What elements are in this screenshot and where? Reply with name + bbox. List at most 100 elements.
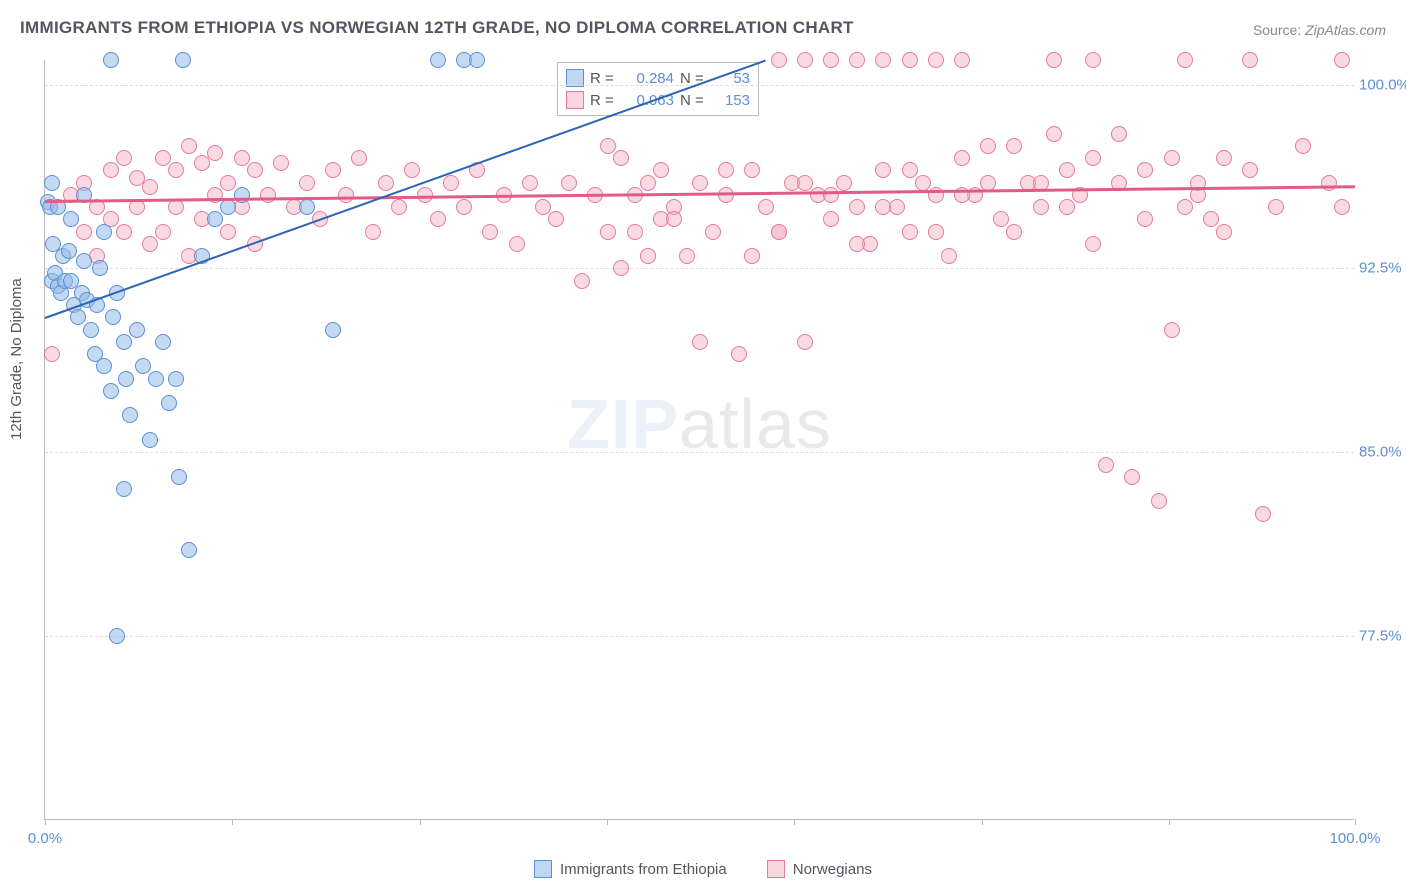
data-point-pink bbox=[168, 162, 184, 178]
data-point-pink bbox=[1033, 199, 1049, 215]
data-point-blue bbox=[122, 407, 138, 423]
data-point-pink bbox=[954, 150, 970, 166]
data-point-pink bbox=[522, 175, 538, 191]
data-point-pink bbox=[1006, 224, 1022, 240]
data-point-pink bbox=[1216, 224, 1232, 240]
legend-item-pink: Norwegians bbox=[767, 860, 872, 878]
data-point-pink bbox=[548, 211, 564, 227]
data-point-pink bbox=[1006, 138, 1022, 154]
y-tick-label: 92.5% bbox=[1359, 260, 1406, 277]
data-point-blue bbox=[155, 334, 171, 350]
data-point-pink bbox=[1111, 126, 1127, 142]
data-point-pink bbox=[849, 199, 865, 215]
data-point-pink bbox=[1268, 199, 1284, 215]
data-point-pink bbox=[561, 175, 577, 191]
data-point-pink bbox=[378, 175, 394, 191]
source-value: ZipAtlas.com bbox=[1305, 22, 1386, 38]
data-point-pink bbox=[1242, 162, 1258, 178]
data-point-pink bbox=[103, 162, 119, 178]
data-point-pink bbox=[1295, 138, 1311, 154]
data-point-blue bbox=[61, 243, 77, 259]
data-point-blue bbox=[63, 211, 79, 227]
data-point-pink bbox=[1098, 457, 1114, 473]
data-point-pink bbox=[692, 334, 708, 350]
data-point-pink bbox=[823, 187, 839, 203]
data-point-pink bbox=[207, 145, 223, 161]
data-point-pink bbox=[1124, 469, 1140, 485]
data-point-pink bbox=[640, 175, 656, 191]
data-point-blue bbox=[76, 253, 92, 269]
data-point-pink bbox=[823, 52, 839, 68]
data-point-pink bbox=[1255, 506, 1271, 522]
data-point-pink bbox=[640, 248, 656, 264]
data-point-pink bbox=[482, 224, 498, 240]
data-point-pink bbox=[954, 52, 970, 68]
data-point-pink bbox=[875, 199, 891, 215]
data-point-pink bbox=[1137, 211, 1153, 227]
data-point-pink bbox=[600, 138, 616, 154]
data-point-blue bbox=[103, 52, 119, 68]
x-tick bbox=[232, 819, 233, 825]
data-point-pink bbox=[849, 52, 865, 68]
data-point-blue bbox=[148, 371, 164, 387]
data-point-pink bbox=[142, 236, 158, 252]
data-point-pink bbox=[902, 162, 918, 178]
data-point-pink bbox=[915, 175, 931, 191]
chart-container: IMMIGRANTS FROM ETHIOPIA VS NORWEGIAN 12… bbox=[0, 0, 1406, 892]
x-tick bbox=[794, 819, 795, 825]
data-point-pink bbox=[653, 162, 669, 178]
data-point-pink bbox=[1203, 211, 1219, 227]
x-tick bbox=[607, 819, 608, 825]
data-point-pink bbox=[823, 211, 839, 227]
y-tick-label: 85.0% bbox=[1359, 444, 1406, 461]
data-point-pink bbox=[1085, 236, 1101, 252]
data-point-pink bbox=[456, 199, 472, 215]
data-point-pink bbox=[1085, 52, 1101, 68]
gridline bbox=[45, 452, 1354, 453]
data-point-pink bbox=[260, 187, 276, 203]
data-point-blue bbox=[92, 260, 108, 276]
data-point-pink bbox=[627, 224, 643, 240]
data-point-blue bbox=[220, 199, 236, 215]
data-point-pink bbox=[731, 346, 747, 362]
bottom-legend: Immigrants from Ethiopia Norwegians bbox=[0, 860, 1406, 878]
data-point-pink bbox=[1242, 52, 1258, 68]
data-point-blue bbox=[299, 199, 315, 215]
data-point-blue bbox=[116, 334, 132, 350]
data-point-pink bbox=[299, 175, 315, 191]
data-point-pink bbox=[600, 224, 616, 240]
data-point-pink bbox=[430, 211, 446, 227]
data-point-blue bbox=[175, 52, 191, 68]
data-point-pink bbox=[1085, 150, 1101, 166]
data-point-blue bbox=[207, 211, 223, 227]
source-label: Source: bbox=[1253, 22, 1301, 38]
data-point-pink bbox=[1216, 150, 1232, 166]
x-tick bbox=[1169, 819, 1170, 825]
data-point-blue bbox=[325, 322, 341, 338]
data-point-pink bbox=[613, 150, 629, 166]
gridline bbox=[45, 268, 1354, 269]
data-point-blue bbox=[129, 322, 145, 338]
data-point-blue bbox=[70, 309, 86, 325]
data-point-pink bbox=[1164, 150, 1180, 166]
x-tick bbox=[420, 819, 421, 825]
data-point-blue bbox=[96, 224, 112, 240]
data-point-pink bbox=[875, 52, 891, 68]
data-point-pink bbox=[836, 175, 852, 191]
data-point-pink bbox=[718, 162, 734, 178]
data-point-pink bbox=[797, 175, 813, 191]
data-point-pink bbox=[849, 236, 865, 252]
gridline bbox=[45, 636, 1354, 637]
data-point-pink bbox=[1151, 493, 1167, 509]
data-point-pink bbox=[1177, 199, 1193, 215]
data-point-pink bbox=[1059, 199, 1075, 215]
data-point-pink bbox=[365, 224, 381, 240]
y-tick-label: 100.0% bbox=[1359, 76, 1406, 93]
data-point-blue bbox=[469, 52, 485, 68]
data-point-pink bbox=[116, 150, 132, 166]
data-point-pink bbox=[351, 150, 367, 166]
data-point-pink bbox=[980, 138, 996, 154]
data-point-pink bbox=[875, 162, 891, 178]
data-point-pink bbox=[509, 236, 525, 252]
data-point-blue bbox=[103, 383, 119, 399]
